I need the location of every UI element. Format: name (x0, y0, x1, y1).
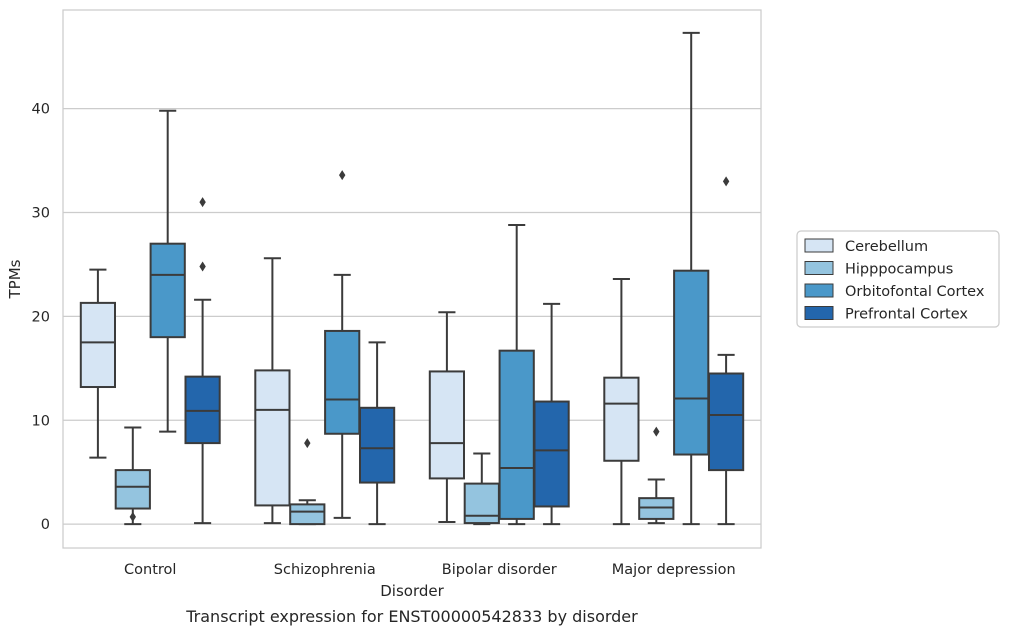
box-iqr (149, 242, 186, 339)
box-iqr (254, 369, 291, 507)
outlier-point (722, 176, 730, 187)
x-axis-ticks: Control Schizophrenia Bipolar disorder Majo… (124, 562, 736, 578)
box-hipppocampus (638, 426, 675, 525)
y-axis-ticks: 0 10 20 30 40 (32, 102, 50, 533)
box-iqr (324, 329, 361, 435)
box-iqr (428, 370, 466, 480)
box-orbitofontal-cortex (498, 223, 535, 526)
y-tick-label: 20 (32, 309, 50, 325)
box-cerebellum (79, 268, 117, 459)
chart-caption: Transcript expression for ENST0000054283… (185, 607, 638, 626)
legend: Cerebellum Hipppocampus Orbitofontal Corte… (796, 230, 1000, 328)
outlier-point (653, 426, 660, 437)
y-tick-label: 0 (41, 517, 50, 533)
box-orbitofontal-cortex (324, 170, 361, 519)
legend-swatch (804, 283, 834, 298)
box-orbitofontal-cortex (673, 31, 710, 526)
box-iqr (498, 349, 535, 520)
box-hipppocampus (114, 426, 151, 526)
x-tick-label: Schizophrenia (274, 562, 376, 578)
y-axis-label: TPMs (6, 259, 24, 299)
x-tick-label: Bipolar disorder (442, 562, 557, 578)
outlier-point (304, 438, 311, 449)
box-cerebellum (428, 311, 466, 524)
box-prefrontal-cortex (533, 302, 570, 526)
legend-label: Cerebellum (845, 239, 928, 255)
plot-frame (62, 9, 762, 549)
box-iqr (533, 400, 570, 508)
box-hipppocampus (463, 452, 500, 526)
box-prefrontal-cortex (358, 341, 396, 526)
box-iqr (603, 376, 640, 462)
box-hipppocampus (289, 438, 326, 526)
box-orbitofontal-cortex (149, 109, 186, 433)
y-tick-label: 40 (32, 102, 50, 118)
legend-label: Hipppocampus (845, 262, 953, 278)
legend-swatch (804, 238, 834, 253)
outlier-point (129, 511, 136, 522)
legend-label: Prefrontal Cortex (845, 307, 968, 323)
box-iqr (673, 269, 710, 456)
box-iqr (114, 469, 151, 510)
x-tick-label: Major depression (612, 562, 736, 578)
legend-swatch (804, 306, 834, 320)
box-cerebellum (603, 278, 640, 526)
x-axis-label: Disorder (380, 582, 444, 600)
legend-swatch (804, 261, 834, 275)
box-prefrontal-cortex (184, 197, 221, 525)
box-cerebellum (254, 257, 291, 525)
legend-frame (796, 230, 1000, 328)
plot-marks (79, 31, 745, 526)
box-prefrontal-cortex (707, 176, 745, 526)
y-tick-label: 10 (32, 413, 50, 429)
legend-label: Orbitofontal Cortex (845, 284, 985, 300)
box-iqr (707, 372, 745, 472)
outlier-point (339, 170, 346, 181)
x-tick-label: Control (124, 562, 176, 578)
box-iqr (79, 301, 117, 389)
y-tick-label: 30 (32, 206, 50, 222)
outlier-point (199, 261, 206, 272)
outlier-point (199, 197, 206, 208)
box-iqr (289, 503, 326, 526)
box-iqr (358, 406, 396, 484)
box-iqr (184, 375, 221, 445)
box-iqr (463, 482, 500, 525)
box-iqr (638, 497, 675, 520)
